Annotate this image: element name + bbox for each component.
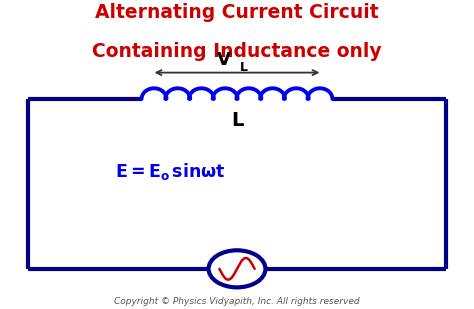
Text: Containing Inductance only: Containing Inductance only bbox=[92, 42, 382, 61]
Text: Alternating Current Circuit: Alternating Current Circuit bbox=[95, 3, 379, 22]
Text: $\bf{V}$: $\bf{V}$ bbox=[217, 51, 232, 69]
Text: $\mathbf{E{=}E_o\,sin\omega t}$: $\mathbf{E{=}E_o\,sin\omega t}$ bbox=[115, 161, 226, 182]
Text: Copyright © Physics Vidyapith, Inc. All rights reserved: Copyright © Physics Vidyapith, Inc. All … bbox=[114, 297, 360, 306]
Text: $\bf{L}$: $\bf{L}$ bbox=[239, 61, 249, 74]
Text: L: L bbox=[231, 111, 243, 130]
Circle shape bbox=[209, 250, 265, 287]
